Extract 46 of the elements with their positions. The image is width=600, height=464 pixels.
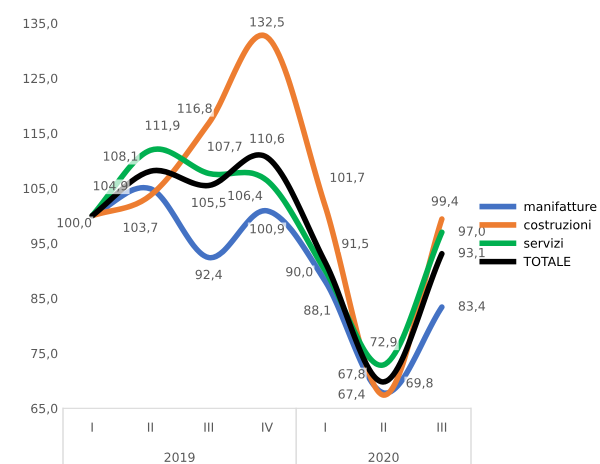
data-label: 91,5: [342, 238, 368, 250]
data-label: 92,4: [196, 270, 222, 280]
data-label: 101,7: [330, 172, 364, 184]
data-label: 111,9: [146, 120, 180, 132]
data-label: 88,1: [304, 305, 330, 316]
data-label: 72,9: [370, 337, 397, 348]
data-label: 108,1: [104, 151, 138, 162]
x-tick-label: III: [204, 422, 214, 432]
text: 2020: [368, 452, 399, 462]
data-label: 107,7: [208, 142, 242, 152]
legend-label: manifatture: [524, 201, 596, 212]
data-label: 100,9: [250, 224, 284, 235]
data-label: 105,5: [192, 198, 226, 208]
y-tick-label: 135,0: [24, 18, 58, 30]
y-tick-label: 95,0: [31, 238, 58, 250]
legend-label: servizi: [524, 238, 563, 248]
x-tick-label: III: [438, 422, 446, 432]
data-label: 110,6: [250, 134, 284, 144]
legend-label: costruzioni: [524, 220, 590, 230]
x-tick-label: I: [324, 422, 326, 432]
y-tick-label: 115,0: [24, 128, 58, 140]
data-label: 116,8: [178, 104, 212, 114]
data-label: 99,4: [432, 196, 458, 207]
x-tick-label: II: [381, 422, 386, 432]
data-label: 69,8: [406, 378, 433, 389]
y-tick-label: 85,0: [31, 294, 58, 304]
data-label: 90,0: [286, 266, 312, 278]
data-label: 104,9: [94, 180, 128, 192]
data-label: 67,4: [338, 389, 365, 400]
text: 2019: [164, 452, 195, 462]
data-label: 103,7: [124, 222, 158, 234]
y-tick-label: 105,0: [24, 184, 58, 194]
data-label: 106,4: [228, 190, 262, 202]
x-tick-label: II: [148, 422, 153, 432]
data-label: 67,8: [338, 369, 365, 380]
legend-label: TOTALE: [523, 256, 570, 266]
data-label: 93,1: [458, 248, 485, 259]
y-tick-label: 75,0: [31, 348, 58, 360]
x-tick-label: I: [92, 422, 93, 432]
data-label: 132,5: [250, 17, 284, 28]
data-label: 83,4: [458, 301, 486, 312]
y-tick-label: 65,0: [31, 404, 58, 415]
data-label: 97,0: [458, 226, 485, 238]
x-tick-label: IV: [262, 422, 274, 432]
data-label: 100,0: [58, 218, 92, 229]
y-tick-label: 125,0: [24, 74, 58, 84]
